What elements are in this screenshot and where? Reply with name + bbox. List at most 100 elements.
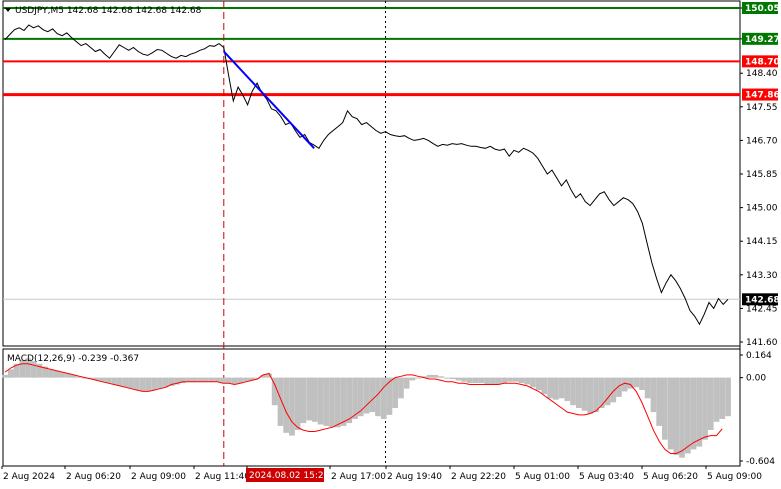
macd-bar [673, 377, 680, 455]
macd-bar [294, 377, 301, 430]
macd-bar [231, 377, 238, 385]
price-axis-tick-label: 143.30 [746, 271, 778, 281]
time-axis-tick-label: 2 Aug 17:00 [331, 472, 386, 482]
macd-bar [19, 359, 26, 378]
macd-bar [484, 377, 490, 385]
macd-bar [317, 377, 324, 425]
price-axis-tick-label: 145.00 [746, 204, 778, 214]
macd-bar [71, 374, 77, 378]
macd-bar [449, 377, 456, 379]
macd-bar [409, 377, 416, 381]
macd-axis-ticks: 0.164 0.00 -0.604 [740, 351, 775, 467]
macd-bar [690, 377, 697, 450]
macd-bar [518, 377, 525, 384]
level-badges: 150.05 149.27 148.70 147.86 142.68 [742, 2, 780, 306]
symbol-header: USDJPY,M5 142.68 142.68 142.68 142.68 [5, 6, 202, 16]
macd-histogram [2, 358, 731, 458]
macd-bar [650, 377, 657, 413]
symbol-header-text: USDJPY,M5 142.68 142.68 142.68 142.68 [15, 6, 202, 16]
macd-bar [633, 377, 639, 388]
macd-bar [558, 377, 565, 399]
macd-bar [346, 377, 353, 424]
macd-bar [530, 377, 536, 388]
time-axis-tick-label: 2 Aug 2024 [3, 472, 55, 482]
level-badge-label: 148.70 [745, 57, 780, 67]
macd-bar [581, 377, 588, 411]
macd-bar [116, 377, 123, 386]
macd-bar [375, 377, 381, 417]
macd-bar [214, 377, 221, 382]
macd-bar [489, 377, 496, 385]
macd-bar [593, 377, 599, 413]
price-axis-tick-label: 145.85 [746, 170, 778, 180]
macd-bar [662, 377, 668, 440]
price-axis-tick-label: 142.45 [746, 304, 778, 314]
macd-bar [553, 377, 559, 400]
macd-bar [547, 377, 553, 399]
macd-bar [478, 377, 485, 384]
current-price-badge-label: 142.68 [745, 295, 780, 305]
macd-bar [707, 377, 714, 430]
macd-bar [713, 377, 720, 422]
time-axis-tick-label: 5 Aug 06:20 [643, 472, 698, 482]
macd-bar [466, 377, 473, 384]
macd-bar [254, 377, 261, 379]
level-badge-label: 150.05 [745, 4, 780, 14]
macd-bar [524, 377, 530, 385]
macd-bar [644, 377, 651, 399]
macd-bar [667, 377, 674, 450]
macd-bar [627, 377, 634, 389]
macd-bar [461, 377, 467, 382]
macd-bar [134, 377, 140, 390]
macd-bar [501, 377, 508, 384]
macd-bar [237, 377, 244, 384]
macd-bar [380, 377, 387, 419]
macd-bar [30, 361, 37, 378]
macd-bar [386, 377, 393, 415]
macd-bar [392, 377, 398, 408]
macd-bar [598, 377, 605, 408]
macd-bar [719, 377, 726, 419]
price-axis-tick-label: 147.55 [746, 103, 778, 113]
macd-bar [610, 377, 617, 403]
macd-bar [398, 377, 404, 399]
macd-bar [415, 377, 421, 379]
macd-bar [472, 377, 479, 384]
macd-bar [42, 366, 48, 378]
macd-bar [88, 377, 94, 379]
macd-bar [312, 377, 318, 422]
macd-axis-tick-label: 0.164 [746, 351, 772, 361]
macd-bar [185, 377, 192, 382]
time-axis-tick-label: 5 Aug 01:00 [515, 472, 570, 482]
macd-bar [507, 377, 513, 382]
macd-bar [426, 374, 433, 378]
macd-header-text: MACD(12,26,9) -0.239 -0.367 [7, 354, 139, 364]
time-axis-tick-label: 5 Aug 09:00 [707, 472, 762, 482]
highlighted-time-badge [246, 468, 324, 482]
macd-bar [260, 374, 267, 378]
macd-bar [587, 377, 594, 414]
macd-bar [105, 377, 112, 384]
macd-bar [512, 377, 519, 382]
vertical-markers [223, 1, 387, 466]
macd-bar [191, 377, 198, 382]
macd-bar [570, 377, 576, 406]
level-badge [742, 55, 778, 68]
macd-bar [352, 377, 358, 419]
macd-bar [444, 377, 450, 379]
price-axis-tick-label: 146.70 [746, 136, 778, 146]
time-axis-tick-label: 2 Aug 22:20 [451, 472, 506, 482]
level-badge [742, 2, 778, 14]
macd-bar [174, 377, 180, 385]
price-axis-tick-label: 141.60 [746, 338, 778, 348]
macd-bar [220, 377, 226, 384]
macd-bar [203, 377, 209, 382]
macd-signal [4, 363, 723, 454]
macd-bar [725, 377, 731, 417]
macd-bar [13, 363, 20, 378]
macd-bar [151, 377, 157, 390]
macd-bar [162, 377, 169, 388]
macd-signal-line [4, 363, 723, 454]
macd-bar [300, 377, 307, 424]
macd-bar [2, 374, 8, 378]
